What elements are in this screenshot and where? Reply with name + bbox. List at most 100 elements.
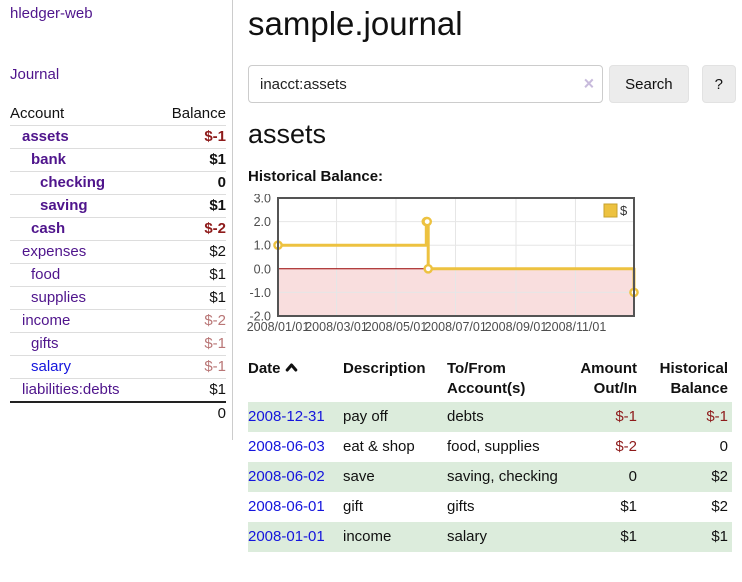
sidebar-account-link[interactable]: supplies	[31, 289, 87, 306]
account-balance: $-1	[204, 335, 226, 352]
svg-text:2.0: 2.0	[254, 215, 271, 229]
account-row: food $1	[10, 263, 226, 287]
transaction-amount: $1	[620, 528, 637, 545]
transaction-date-link[interactable]: 2008-06-03	[248, 438, 325, 455]
sort-ascending-icon	[285, 359, 298, 379]
sidebar-account-link[interactable]: checking	[40, 174, 106, 191]
sidebar-account-link[interactable]: cash	[31, 220, 66, 237]
transaction-date-link[interactable]: 2008-06-02	[248, 468, 325, 485]
accounts-total-balance: 0	[217, 405, 226, 422]
register-header-date: Date	[248, 356, 343, 402]
account-row: cash $-2	[10, 217, 226, 241]
transaction-balance: $-1	[706, 408, 728, 425]
transaction-date-link[interactable]: 2008-06-01	[248, 498, 325, 515]
account-balance: $-1	[204, 128, 226, 145]
transaction-balance: $1	[711, 528, 728, 545]
transaction-date-link[interactable]: 2008-12-31	[248, 408, 325, 425]
svg-text:2008/01/01: 2008/01/01	[247, 320, 310, 334]
account-row: bank $1	[10, 148, 226, 172]
account-title: assets	[248, 119, 327, 149]
transaction-amount: $-2	[615, 438, 637, 455]
sidebar-nav: Journal	[10, 66, 226, 83]
account-row: expenses $2	[10, 240, 226, 264]
legend-label: $	[620, 203, 628, 218]
search-input[interactable]	[248, 65, 604, 103]
accounts-header-account: Account	[10, 105, 65, 122]
account-balance: $-1	[204, 358, 226, 375]
register-row: 2008-01-01 income salary $1 $1	[248, 522, 732, 552]
svg-text:2008/11/01: 2008/11/01	[545, 320, 607, 334]
account-balance: $1	[209, 289, 226, 306]
data-point-marker	[422, 216, 432, 227]
register-header-accounts: To/From Account(s)	[447, 360, 526, 397]
help-button[interactable]: ?	[701, 65, 736, 103]
account-balance: $1	[209, 266, 226, 283]
account-row: checking 0	[10, 171, 226, 195]
sidebar-account-link[interactable]: saving	[40, 197, 88, 214]
accounts-header-balance: Balance	[171, 105, 226, 122]
accounts-total-row: 0	[10, 402, 226, 425]
accounts-table: Account Balance assets $-1 bank $1 checking 0…	[10, 102, 226, 425]
chart-svg: $3.0 2.0 1.0 0.0 -1.0 -2.02008/01/012008/03/0…	[247, 194, 639, 334]
register-header-description: Description	[343, 360, 426, 377]
sidebar-account-link[interactable]: liabilities:debts	[22, 381, 120, 398]
transaction-description: income	[343, 528, 392, 545]
transaction-amount: $1	[620, 498, 637, 515]
account-row: supplies $1	[10, 286, 226, 310]
sidebar-account-link[interactable]: expenses	[22, 243, 87, 260]
register-row: 2008-06-03 eat & shop food, supplies $-2 0	[248, 432, 732, 462]
chart-title: Historical Balance:	[248, 168, 384, 185]
historical-balance-chart: $3.0 2.0 1.0 0.0 -1.0 -2.0 2008/01/01 2008/03/0…	[242, 194, 736, 340]
transaction-description: eat & shop	[343, 438, 415, 455]
transaction-description: save	[343, 468, 375, 485]
register-row: 2008-12-31 pay off debts $-1 $-1	[248, 402, 732, 432]
sidebar-account-link[interactable]: income	[22, 312, 71, 329]
account-row: salary $-1	[10, 355, 226, 379]
transaction-balance: $2	[711, 498, 728, 515]
sidebar-account-link[interactable]: assets	[22, 128, 69, 145]
transaction-date-link[interactable]: 2008-01-01	[248, 528, 325, 545]
data-point-marker	[423, 264, 433, 274]
transaction-description: gift	[343, 498, 364, 515]
search-form: × Search ?	[248, 65, 736, 103]
transaction-accounts: saving, checking	[447, 468, 558, 485]
transaction-balance: $2	[711, 468, 728, 485]
account-balance: 0	[217, 174, 226, 191]
svg-text:2008/05/01: 2008/05/01	[365, 320, 428, 334]
account-balance: $2	[209, 243, 226, 260]
account-balance: $1	[209, 381, 226, 398]
sidebar-account-link[interactable]: salary	[31, 358, 72, 375]
transaction-accounts: salary	[447, 528, 488, 545]
svg-text:2008/07/01: 2008/07/01	[424, 320, 487, 334]
sidebar-item-journal[interactable]: Journal	[10, 66, 60, 83]
page-title: sample.journal	[248, 5, 463, 42]
sidebar-account-link[interactable]: food	[31, 266, 61, 283]
register-header-amount: Amount Out/In	[580, 360, 637, 397]
clear-search-icon[interactable]: ×	[583, 73, 595, 94]
register-row: 2008-06-02 save saving, checking 0 $2	[248, 462, 732, 492]
transaction-balance: 0	[719, 438, 728, 455]
account-balance: $-2	[204, 312, 226, 329]
sidebar-account-link[interactable]: bank	[31, 151, 67, 168]
legend-swatch	[603, 203, 618, 218]
search-input-wrap: ×	[248, 65, 604, 103]
account-row: liabilities:debts $1	[10, 378, 226, 403]
svg-text:-1.0: -1.0	[249, 286, 271, 300]
svg-text:3.0: 3.0	[254, 194, 271, 206]
account-row: saving $1	[10, 194, 226, 218]
svg-text:-2.0: -2.0	[249, 310, 271, 324]
sidebar-account-link[interactable]: gifts	[31, 335, 59, 352]
main-content: sample.journal × Search ? assets Histori…	[247, 0, 736, 552]
brand-link[interactable]: hledger-web	[10, 5, 93, 22]
transaction-accounts: gifts	[447, 498, 475, 515]
sidebar: hledger-web Journal Account Balance asse…	[0, 0, 233, 440]
register-header-balance: Historical Balance	[659, 360, 728, 397]
account-balance: $1	[209, 151, 226, 168]
account-row: assets $-1	[10, 125, 226, 149]
svg-text:0.0: 0.0	[254, 262, 271, 276]
register-header-row: Date Description To/From Account(s) Amou…	[248, 356, 732, 402]
account-balance: $-2	[204, 220, 226, 237]
transaction-amount: 0	[628, 468, 637, 485]
accounts-header-row: Account Balance	[10, 102, 226, 126]
search-button[interactable]: Search	[609, 65, 689, 103]
